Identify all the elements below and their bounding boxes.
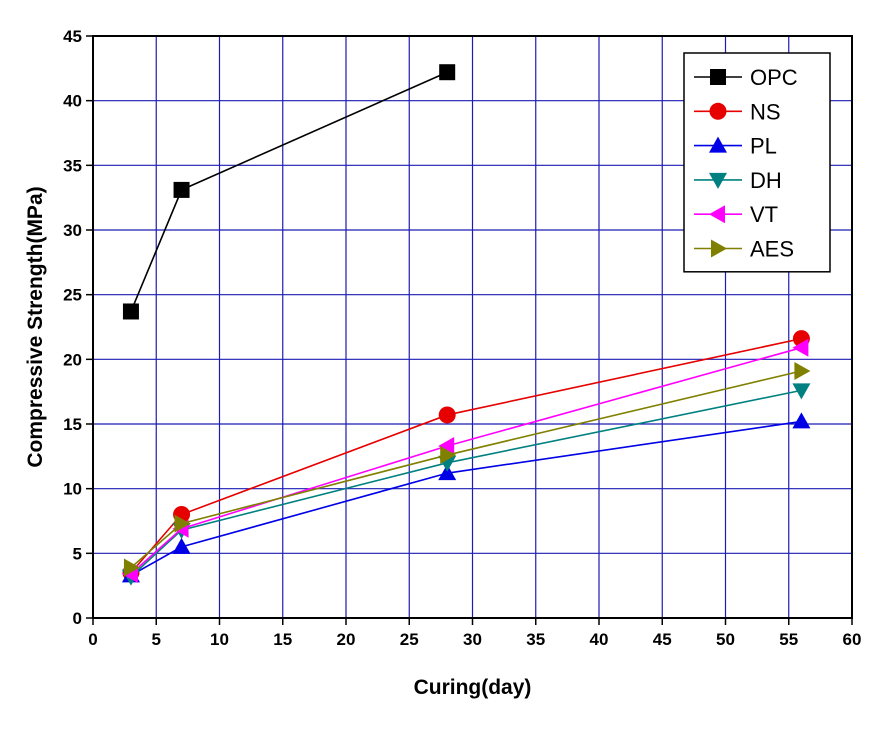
axes xyxy=(86,35,853,625)
y-tick-label: 15 xyxy=(63,415,82,434)
series-line-dh xyxy=(130,389,802,578)
y-axis-title: Compressive Strength(MPa) xyxy=(24,186,47,467)
data-point-dh xyxy=(792,383,811,400)
legend-label-vt: VT xyxy=(750,202,778,227)
x-tick-label: 50 xyxy=(716,630,735,649)
x-axis-title: Curing(day) xyxy=(414,676,532,699)
x-tick-label: 60 xyxy=(843,630,862,649)
legend-items: OPC NS PL DH VT AES xyxy=(694,65,798,262)
y-tick-label: 20 xyxy=(63,350,82,369)
x-tick-label: 35 xyxy=(526,630,545,649)
legend-item-ns: NS xyxy=(694,99,781,124)
tick-labels: 0 5 10 15 20 25 30 35 40 45 50 55 60 0 5 10 15 20 25 30 35 40… xyxy=(63,27,861,649)
legend-item-vt: VT xyxy=(694,202,778,227)
data-point-pl xyxy=(438,464,457,481)
data-point-opc xyxy=(439,64,456,81)
legend-label-aes: AES xyxy=(750,237,794,262)
legend-item-dh: DH xyxy=(694,168,782,193)
y-tick-label: 45 xyxy=(63,27,82,46)
legend: OPC NS PL DH VT AES xyxy=(683,52,831,273)
legend-marker-pl xyxy=(709,136,727,153)
x-tick-label: 45 xyxy=(653,630,672,649)
series-layer xyxy=(121,64,811,586)
x-tick-label: 25 xyxy=(400,630,419,649)
y-tick-label: 5 xyxy=(73,544,82,563)
series-aes xyxy=(123,361,811,577)
data-point-opc xyxy=(173,181,190,198)
legend-box xyxy=(683,52,831,273)
data-point-pl xyxy=(792,412,811,429)
legend-marker-aes xyxy=(711,239,727,258)
x-tick-label: 15 xyxy=(273,630,292,649)
x-tick-label: 55 xyxy=(779,630,798,649)
legend-marker-ns xyxy=(709,102,727,120)
legend-marker-vt xyxy=(709,205,725,224)
data-point-aes xyxy=(174,514,191,533)
legend-label-dh: DH xyxy=(750,168,782,193)
series-line-aes xyxy=(130,370,802,569)
x-tick-label: 30 xyxy=(463,630,482,649)
x-tick-label: 5 xyxy=(152,630,161,649)
x-tick-label: 10 xyxy=(210,630,229,649)
legend-label-pl: PL xyxy=(750,134,777,159)
data-point-aes xyxy=(440,446,457,465)
plot-frame xyxy=(92,35,853,619)
y-tick-label: 0 xyxy=(73,609,82,628)
data-point-vt xyxy=(792,338,809,357)
data-point-aes xyxy=(123,558,140,577)
legend-item-aes: AES xyxy=(694,237,794,262)
data-point-aes xyxy=(794,361,811,380)
legend-label-opc: OPC xyxy=(750,65,798,90)
data-point-pl xyxy=(172,537,191,554)
y-tick-label: 25 xyxy=(63,286,82,305)
legend-label-ns: NS xyxy=(750,99,781,124)
series-line-ns xyxy=(130,337,802,574)
x-tick-label: 0 xyxy=(88,630,97,649)
y-tick-label: 40 xyxy=(63,92,82,111)
series-line-pl xyxy=(130,420,802,577)
series-opc xyxy=(122,64,456,320)
x-tick-label: 20 xyxy=(337,630,356,649)
y-tick-label: 10 xyxy=(63,480,82,499)
legend-marker-opc xyxy=(710,69,726,85)
series-dh xyxy=(121,383,811,586)
y-tick-label: 35 xyxy=(63,156,82,175)
x-tick-label: 40 xyxy=(590,630,609,649)
series-line-vt xyxy=(130,346,802,575)
legend-item-pl: PL xyxy=(694,134,777,159)
legend-item-opc: OPC xyxy=(694,65,798,90)
series-ns xyxy=(122,330,810,582)
data-point-opc xyxy=(122,303,139,320)
y-tick-label: 30 xyxy=(63,221,82,240)
data-point-ns xyxy=(438,406,456,424)
series-vt xyxy=(121,338,809,584)
data-point-vt xyxy=(438,436,455,455)
legend-marker-dh xyxy=(709,172,727,189)
